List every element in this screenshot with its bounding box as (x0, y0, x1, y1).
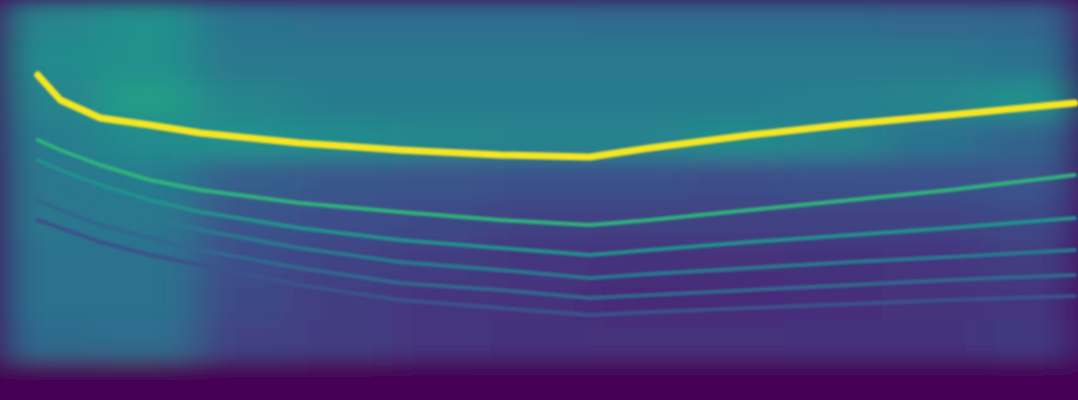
harmonic (38, 160, 1075, 255)
cell (196, 0, 295, 41)
cell (294, 80, 393, 121)
cell (980, 320, 1078, 361)
cell (294, 360, 393, 400)
cell (980, 120, 1078, 161)
cell (686, 320, 785, 361)
cell (980, 40, 1078, 81)
cell (490, 40, 589, 81)
cell (490, 0, 589, 41)
cell (784, 0, 883, 41)
cell (392, 320, 491, 361)
cell (784, 160, 883, 201)
spectrogram (0, 0, 1078, 400)
cell (588, 160, 687, 201)
cell (882, 200, 981, 241)
cell (98, 280, 197, 321)
cell (196, 280, 295, 321)
cell (392, 0, 491, 41)
cell (980, 360, 1078, 400)
cell (98, 80, 197, 121)
cell (98, 360, 197, 400)
cell (882, 0, 981, 41)
cell (196, 360, 295, 400)
cell (490, 360, 589, 400)
cell (588, 360, 687, 400)
cell (0, 0, 99, 41)
cell (392, 40, 491, 81)
cell (490, 80, 589, 121)
cell (686, 0, 785, 41)
cell (588, 40, 687, 81)
cell (588, 320, 687, 361)
cell (784, 320, 883, 361)
cells (0, 0, 1078, 400)
cell (784, 360, 883, 400)
cell (686, 360, 785, 400)
cell (0, 280, 99, 321)
cell (392, 360, 491, 400)
harmonic (38, 140, 1075, 225)
cell (0, 40, 99, 81)
plot-area (0, 0, 1078, 400)
ridges (38, 75, 1075, 315)
cell (294, 0, 393, 41)
cell (686, 160, 785, 201)
harmonic (38, 220, 1075, 315)
cell (490, 160, 589, 201)
cell (686, 80, 785, 121)
cell (98, 320, 197, 361)
fundamental (38, 75, 1075, 157)
cell (0, 120, 99, 161)
cell (588, 0, 687, 41)
cell (882, 40, 981, 81)
cell (686, 280, 785, 321)
cell (490, 320, 589, 361)
cell (0, 320, 99, 361)
cell (784, 40, 883, 81)
cell (294, 40, 393, 81)
cell (588, 80, 687, 121)
cell (196, 320, 295, 361)
cell (784, 80, 883, 121)
cell (980, 0, 1078, 41)
cell (294, 160, 393, 201)
cell (294, 320, 393, 361)
cell (686, 40, 785, 81)
harmonic (38, 200, 1075, 298)
cell (392, 160, 491, 201)
cell (392, 200, 491, 241)
cell (882, 120, 981, 161)
cell (196, 40, 295, 81)
cell (392, 80, 491, 121)
cell (0, 360, 99, 400)
cell (98, 0, 197, 41)
cell (98, 40, 197, 81)
cell (0, 240, 99, 281)
cell (882, 320, 981, 361)
cell (196, 80, 295, 121)
cell (980, 80, 1078, 121)
cell (882, 360, 981, 400)
